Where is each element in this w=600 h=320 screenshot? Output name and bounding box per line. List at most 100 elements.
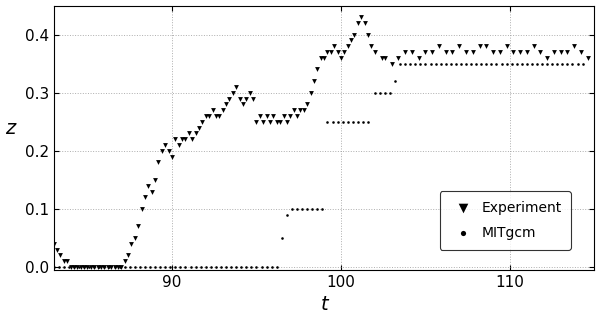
MITgcm [251, 265, 261, 270]
MITgcm [176, 265, 185, 270]
Experiment [137, 206, 146, 212]
Experiment [509, 50, 518, 55]
Experiment [255, 113, 265, 118]
Experiment [83, 265, 92, 270]
MITgcm [542, 61, 552, 66]
MITgcm [338, 119, 347, 124]
Experiment [272, 119, 281, 124]
MITgcm [532, 61, 542, 66]
Experiment [414, 55, 424, 60]
MITgcm [191, 265, 200, 270]
MITgcm [104, 265, 114, 270]
Experiment [224, 96, 234, 101]
MITgcm [537, 61, 547, 66]
Experiment [113, 265, 122, 270]
MITgcm [196, 265, 206, 270]
Experiment [194, 125, 204, 130]
MITgcm [400, 61, 410, 66]
MITgcm [353, 119, 362, 124]
Experiment [245, 90, 254, 95]
Experiment [187, 137, 197, 142]
MITgcm [343, 119, 353, 124]
MITgcm [557, 61, 567, 66]
MITgcm [385, 90, 395, 95]
Experiment [251, 119, 261, 124]
MITgcm [277, 236, 287, 241]
Experiment [62, 259, 72, 264]
Experiment [454, 44, 464, 49]
MITgcm [257, 265, 266, 270]
MITgcm [140, 265, 150, 270]
Experiment [170, 137, 180, 142]
Experiment [140, 195, 150, 200]
Experiment [367, 44, 376, 49]
Experiment [76, 265, 86, 270]
Experiment [475, 44, 484, 49]
Experiment [110, 265, 119, 270]
Experiment [468, 50, 478, 55]
MITgcm [302, 206, 312, 212]
Experiment [116, 265, 126, 270]
Experiment [329, 44, 339, 49]
Experiment [319, 55, 329, 60]
MITgcm [568, 61, 577, 66]
Experiment [184, 131, 194, 136]
MITgcm [59, 265, 68, 270]
Experiment [377, 55, 386, 60]
Experiment [59, 259, 68, 264]
Experiment [370, 50, 380, 55]
MITgcm [390, 78, 400, 84]
Experiment [154, 160, 163, 165]
Experiment [282, 119, 292, 124]
MITgcm [282, 212, 292, 217]
Experiment [336, 55, 346, 60]
MITgcm [476, 61, 486, 66]
MITgcm [145, 265, 155, 270]
Experiment [103, 265, 113, 270]
MITgcm [317, 206, 327, 212]
MITgcm [323, 119, 332, 124]
MITgcm [186, 265, 196, 270]
Experiment [522, 50, 532, 55]
Experiment [228, 90, 238, 95]
Experiment [306, 90, 316, 95]
Experiment [302, 102, 312, 107]
MITgcm [307, 206, 317, 212]
Y-axis label: z: z [5, 119, 16, 138]
Experiment [333, 50, 343, 55]
MITgcm [363, 119, 373, 124]
Experiment [69, 265, 79, 270]
Experiment [481, 44, 491, 49]
Experiment [214, 113, 224, 118]
X-axis label: t: t [320, 295, 328, 315]
MITgcm [272, 265, 281, 270]
Experiment [387, 61, 397, 66]
Experiment [160, 142, 170, 148]
Experiment [120, 259, 130, 264]
MITgcm [527, 61, 537, 66]
MITgcm [85, 265, 94, 270]
MITgcm [456, 61, 466, 66]
Experiment [556, 50, 565, 55]
Experiment [221, 102, 231, 107]
MITgcm [431, 61, 440, 66]
Legend: Experiment, MITgcm: Experiment, MITgcm [440, 191, 571, 250]
MITgcm [348, 119, 358, 124]
Experiment [461, 50, 471, 55]
MITgcm [221, 265, 231, 270]
MITgcm [130, 265, 140, 270]
Experiment [286, 113, 295, 118]
Experiment [133, 224, 143, 229]
Experiment [289, 108, 298, 113]
MITgcm [155, 265, 165, 270]
Experiment [242, 96, 251, 101]
Experiment [218, 108, 227, 113]
Experiment [197, 119, 207, 124]
Experiment [343, 44, 353, 49]
Experiment [380, 55, 389, 60]
Experiment [52, 247, 62, 252]
Experiment [248, 96, 258, 101]
Experiment [201, 113, 211, 118]
MITgcm [206, 265, 215, 270]
MITgcm [375, 90, 385, 95]
